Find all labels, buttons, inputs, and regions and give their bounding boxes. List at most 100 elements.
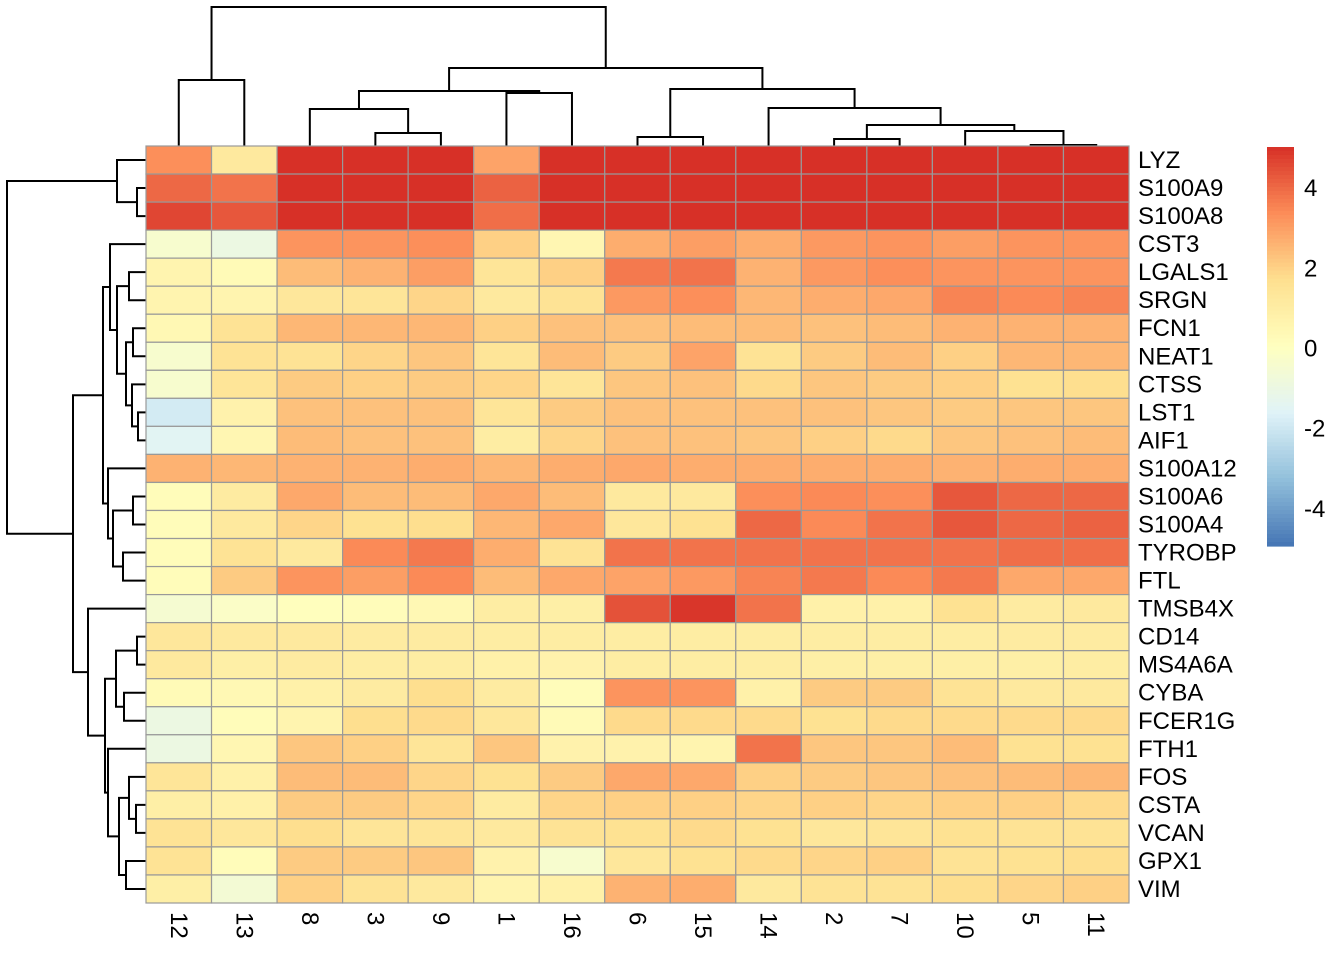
- colorbar-segment: [1267, 414, 1294, 419]
- heatmap-cell: [210, 173, 278, 203]
- heatmap-cell: [669, 846, 737, 876]
- heatmap-cell: [473, 622, 540, 652]
- row-label: S100A8: [1138, 203, 1223, 230]
- colorbar-segment: [1267, 346, 1294, 352]
- heatmap-cell: [866, 313, 933, 343]
- heatmap-cell: [604, 593, 671, 624]
- heatmap-cell: [276, 537, 344, 568]
- heatmap-cell: [931, 678, 999, 708]
- heatmap-cell: [800, 790, 868, 820]
- heatmap-cell: [604, 762, 671, 792]
- colorbar-segment: [1267, 262, 1294, 268]
- heatmap-cell: [669, 369, 737, 399]
- heatmap-cell: [473, 285, 540, 315]
- heatmap-cell: [735, 650, 802, 680]
- colorbar-segment: [1267, 270, 1294, 276]
- heatmap-cell: [735, 257, 802, 287]
- heatmap-cell: [145, 509, 213, 540]
- colorbar-segment: [1267, 514, 1294, 519]
- row-label: CTSS: [1138, 371, 1202, 398]
- heatmap-cell: [276, 565, 344, 596]
- heatmap-cell: [407, 341, 475, 371]
- heatmap-cell: [538, 397, 606, 427]
- heatmap-cell: [735, 846, 802, 876]
- heatmap-cell: [276, 790, 344, 820]
- row-dendrogram-branch: [137, 411, 146, 442]
- heatmap-cell: [931, 762, 999, 792]
- colorbar-segment: [1267, 266, 1294, 272]
- heatmap-cell: [800, 453, 868, 484]
- heatmap-cell: [1062, 145, 1130, 175]
- heatmap-cell: [407, 565, 475, 596]
- heatmap-cell: [866, 481, 933, 512]
- heatmap-cell: [473, 846, 540, 876]
- heatmap-cell: [145, 397, 213, 427]
- heatmap-cell: [866, 145, 933, 175]
- heatmap-cell: [997, 229, 1065, 259]
- colorbar-segment: [1267, 218, 1294, 224]
- heatmap-cell: [735, 481, 802, 512]
- column-dendrogram-branch: [177, 79, 246, 146]
- heatmap-cell: [997, 369, 1065, 399]
- heatmap-cell: [931, 425, 999, 456]
- colorbar-segment: [1267, 298, 1294, 304]
- heatmap-cell: [473, 593, 540, 624]
- heatmap-cell: [210, 145, 278, 175]
- colorbar-segment: [1267, 294, 1294, 300]
- heatmap-cell: [997, 481, 1065, 512]
- heatmap-cell: [800, 285, 868, 315]
- heatmap-cell: [931, 313, 999, 343]
- colorbar-segment: [1267, 190, 1294, 196]
- heatmap-cell: [604, 257, 671, 287]
- heatmap-cell: [145, 173, 213, 203]
- colorbar-segment: [1267, 502, 1294, 507]
- heatmap-cell: [473, 874, 540, 904]
- colorbar-segment: [1267, 322, 1294, 328]
- heatmap-cell: [604, 313, 671, 343]
- heatmap-cell: [210, 341, 278, 371]
- column-label: 15: [689, 912, 716, 939]
- heatmap-cell: [145, 369, 213, 399]
- heatmap-cell: [1062, 173, 1130, 203]
- heatmap-cell: [735, 145, 802, 175]
- heatmap-cell: [145, 145, 213, 175]
- heatmap-cell: [735, 565, 802, 596]
- heatmap-cell: [342, 678, 409, 708]
- heatmap-cell: [407, 173, 475, 203]
- heatmap-cell: [866, 706, 933, 736]
- column-dendrogram-branch: [505, 92, 573, 146]
- heatmap-cell: [735, 874, 802, 904]
- heatmap-cell: [669, 622, 737, 652]
- heatmap-cell: [210, 537, 278, 568]
- heatmap-cell: [866, 846, 933, 876]
- heatmap-cell: [866, 650, 933, 680]
- heatmap-cell: [210, 397, 278, 427]
- row-dendrogram-branch: [122, 551, 146, 582]
- heatmap-cell: [604, 453, 671, 484]
- heatmap-cell: [407, 678, 475, 708]
- heatmap-cell: [145, 846, 213, 876]
- colorbar-segment: [1267, 466, 1294, 471]
- heatmap-cell: [407, 257, 475, 287]
- heatmap-cell: [931, 734, 999, 764]
- heatmap-cell: [210, 593, 278, 624]
- colorbar-segment: [1267, 358, 1294, 364]
- colorbar-segment: [1267, 538, 1294, 543]
- colorbar-segment: [1267, 462, 1294, 467]
- heatmap-cell: [735, 453, 802, 484]
- heatmap-cell: [931, 397, 999, 427]
- colorbar-segment: [1267, 226, 1294, 232]
- heatmap-cell: [276, 173, 344, 203]
- colorbar-segment: [1267, 330, 1294, 336]
- heatmap-cell: [276, 874, 344, 904]
- column-dendrogram-branch: [833, 138, 901, 146]
- heatmap-cell: [473, 734, 540, 764]
- heatmap-cell: [276, 509, 344, 540]
- heatmap-cell: [538, 818, 606, 848]
- heatmap-cell: [407, 650, 475, 680]
- heatmap-cell: [145, 678, 213, 708]
- heatmap-cell: [276, 453, 344, 484]
- heatmap-cell: [473, 678, 540, 708]
- heatmap-cell: [538, 313, 606, 343]
